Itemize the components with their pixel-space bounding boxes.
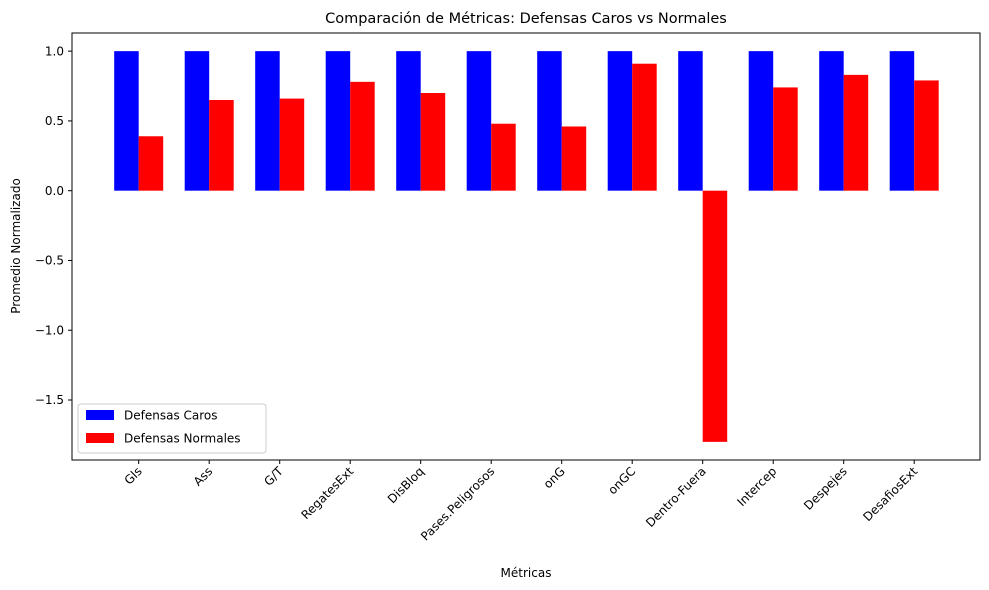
bar-caros-4: [396, 51, 421, 191]
bar-caros-7: [607, 51, 633, 191]
bar-caros-3: [325, 51, 351, 191]
y-axis-title: Promedio Normalizado: [9, 178, 23, 314]
bar-caros-10: [819, 51, 844, 191]
plot-frame: [71, 32, 981, 461]
legend-swatch-defensas-caros: [86, 410, 114, 420]
bar-normales-6: [561, 126, 587, 191]
y-tick-label: 0.0: [45, 184, 64, 198]
bar-normales-8: [702, 190, 728, 442]
bar-caros-5: [466, 51, 492, 191]
bar-caros-6: [537, 51, 562, 191]
bars-layer: [114, 51, 939, 442]
bar-normales-0: [138, 136, 164, 191]
bar-normales-9: [773, 87, 798, 191]
legend-box: [77, 403, 267, 454]
bar-caros-9: [748, 51, 774, 191]
bar-normales-3: [350, 81, 375, 191]
bar-caros-1: [184, 51, 210, 191]
bar-caros-8: [678, 51, 703, 191]
bar-caros-2: [255, 51, 280, 191]
bar-normales-4: [420, 93, 446, 191]
bar-normales-7: [632, 63, 657, 191]
bar-caros-0: [114, 51, 139, 191]
bar-normales-1: [209, 99, 234, 191]
bar-normales-2: [279, 98, 305, 191]
legend-label-defensas-normales: Defensas Normales: [124, 432, 241, 446]
y-tick-label: 0.5: [45, 114, 64, 128]
bar-normales-11: [914, 80, 939, 191]
x-axis-title: Métricas: [501, 566, 552, 580]
bar-caros-11: [889, 51, 915, 191]
y-tick-label: −1.0: [35, 323, 64, 337]
legend-swatch-defensas-normales: [86, 433, 114, 443]
bar-normales-10: [843, 74, 869, 191]
chart-title: Comparación de Métricas: Defensas Caros …: [325, 11, 727, 27]
y-axis: 1.0 0.5 0.0 −0.5 −1.0 −1.5: [35, 44, 72, 407]
y-tick-label: 1.0: [45, 44, 64, 58]
legend: Defensas Caros Defensas Normales: [77, 403, 267, 454]
y-tick-label: −0.5: [35, 254, 64, 268]
y-tick-label: −1.5: [35, 393, 64, 407]
bar-normales-5: [491, 123, 516, 191]
legend-label-defensas-caros: Defensas Caros: [124, 409, 218, 423]
